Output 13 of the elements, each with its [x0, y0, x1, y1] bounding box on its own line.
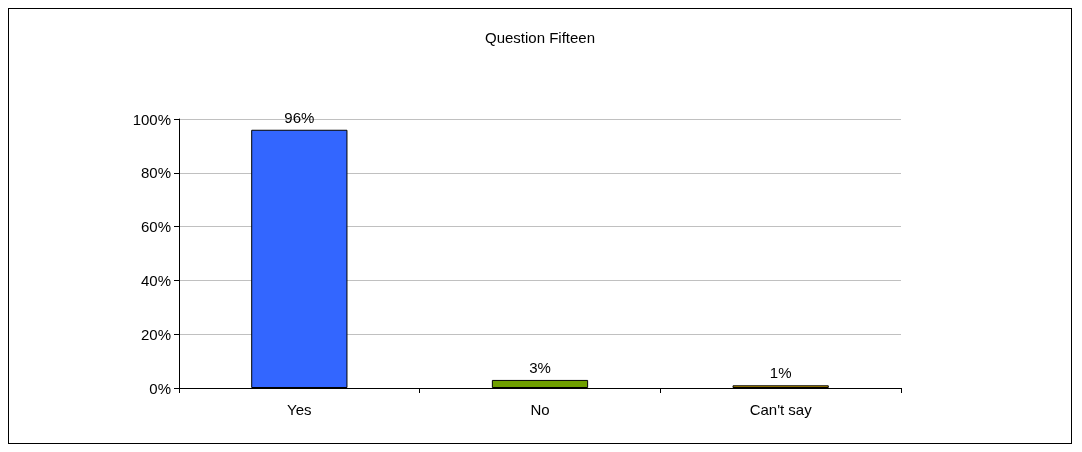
chart-title: Question Fifteen: [484, 29, 596, 46]
data-label: 3%: [529, 358, 551, 376]
y-tick-label: 100%: [132, 110, 171, 128]
x-tick-label: No: [530, 401, 550, 418]
y-tick-label: 80%: [140, 164, 171, 182]
y-tick-label: 0%: [149, 379, 171, 397]
y-tick-label: 40%: [140, 271, 171, 289]
data-label: 96%: [284, 108, 315, 126]
y-tick-label: 20%: [140, 325, 171, 343]
x-tick-label: Yes: [287, 401, 312, 418]
data-label: 1%: [769, 364, 792, 382]
x-tick-label: Can't say: [749, 401, 813, 418]
y-tick-label: 60%: [140, 218, 171, 236]
